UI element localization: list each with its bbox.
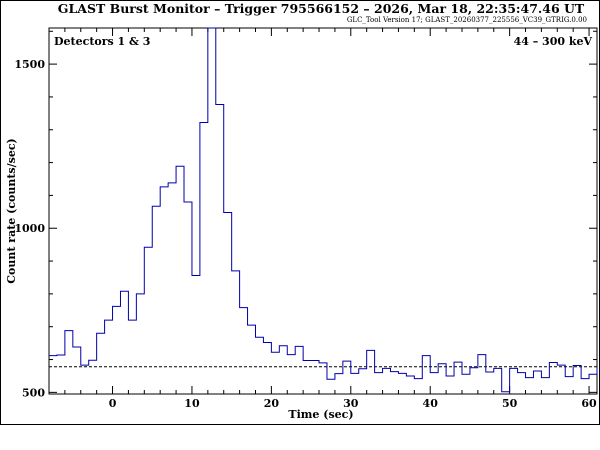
x-tick-label: 0 bbox=[109, 397, 117, 410]
y-tick-labels: 500 1000 1500 bbox=[14, 58, 45, 399]
y-axis-label: Count rate (counts/sec) bbox=[5, 138, 18, 283]
y-tick-label: 500 bbox=[22, 386, 45, 399]
y-tick-label: 1000 bbox=[14, 222, 45, 235]
x-tick-labels: 0 10 20 30 40 50 60 bbox=[109, 397, 597, 410]
x-tick-label: 30 bbox=[343, 397, 359, 410]
chart-subtitle: GLC_Tool Version 17; GLAST_20260377_2255… bbox=[347, 16, 587, 24]
x-tick-label: 40 bbox=[423, 397, 439, 410]
plot-frame bbox=[48, 27, 598, 395]
x-tick-label: 20 bbox=[264, 397, 280, 410]
tick-marks bbox=[49, 28, 597, 394]
x-tick-label: 10 bbox=[184, 397, 200, 410]
energy-range-label: 44 – 300 keV bbox=[514, 35, 593, 48]
y-tick-label: 1500 bbox=[14, 58, 45, 71]
chart-border bbox=[0, 0, 600, 425]
detectors-label: Detectors 1 & 3 bbox=[54, 35, 150, 48]
x-tick-label: 50 bbox=[502, 397, 518, 410]
chart-title: GLAST Burst Monitor – Trigger 795566152 … bbox=[58, 1, 585, 16]
x-tick-label: 60 bbox=[581, 397, 597, 410]
x-axis-label: Time (sec) bbox=[288, 408, 353, 421]
lightcurve-series bbox=[49, 27, 598, 393]
plot-area: 0 10 20 30 40 50 60 500 1000 1500 bbox=[14, 27, 598, 410]
